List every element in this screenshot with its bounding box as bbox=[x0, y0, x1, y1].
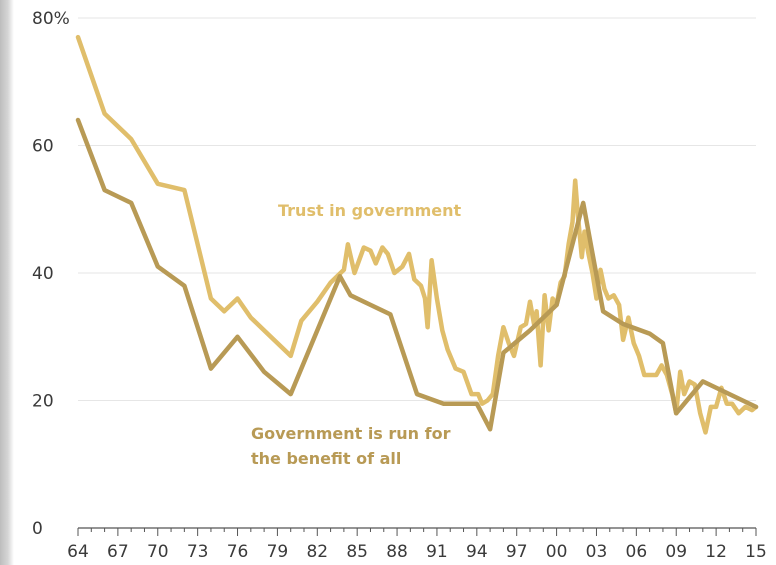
x-tick-label: 06 bbox=[626, 542, 648, 562]
x-axis: 64 67 70 73 76 79 82 85 88 91 94 97 00 03 06 09 12 15 bbox=[67, 527, 767, 562]
x-tick-label: 09 bbox=[665, 542, 687, 562]
y-tick-label: 40 bbox=[32, 264, 54, 284]
x-tick-label: 70 bbox=[147, 542, 169, 562]
x-tick-label: 94 bbox=[466, 542, 488, 562]
x-tick-label: 88 bbox=[386, 542, 408, 562]
x-tick-label: 67 bbox=[107, 542, 129, 562]
x-tick-label: 91 bbox=[426, 542, 448, 562]
y-tick-label: 20 bbox=[32, 392, 54, 412]
x-tick-label: 79 bbox=[267, 542, 289, 562]
series-line-0 bbox=[75, 34, 759, 435]
series-lines bbox=[75, 34, 759, 435]
y-tick-label: 60 bbox=[32, 137, 54, 157]
series-label: Trust in government bbox=[278, 201, 462, 220]
x-tick-label: 15 bbox=[745, 542, 767, 562]
series-label: Government is run for bbox=[251, 424, 451, 443]
x-tick-label: 03 bbox=[586, 542, 608, 562]
x-tick-label: 64 bbox=[67, 542, 89, 562]
series-label: the benefit of all bbox=[251, 449, 401, 468]
gridlines bbox=[78, 17, 756, 401]
y-axis: 0 20 40 60 80% bbox=[32, 9, 70, 539]
x-tick-label: 00 bbox=[546, 542, 568, 562]
x-tick-label: 82 bbox=[306, 542, 328, 562]
x-tick-label: 97 bbox=[506, 542, 528, 562]
x-tick-label: 73 bbox=[187, 542, 209, 562]
x-tick-label: 85 bbox=[346, 542, 368, 562]
y-tick-label: 0 bbox=[32, 519, 43, 539]
series-line-1 bbox=[75, 117, 759, 432]
y-tick-label: 80% bbox=[32, 9, 70, 29]
x-tick-label: 76 bbox=[227, 542, 249, 562]
series-labels: Trust in government Government is run for… bbox=[251, 201, 462, 468]
x-tick-label: 12 bbox=[705, 542, 727, 562]
